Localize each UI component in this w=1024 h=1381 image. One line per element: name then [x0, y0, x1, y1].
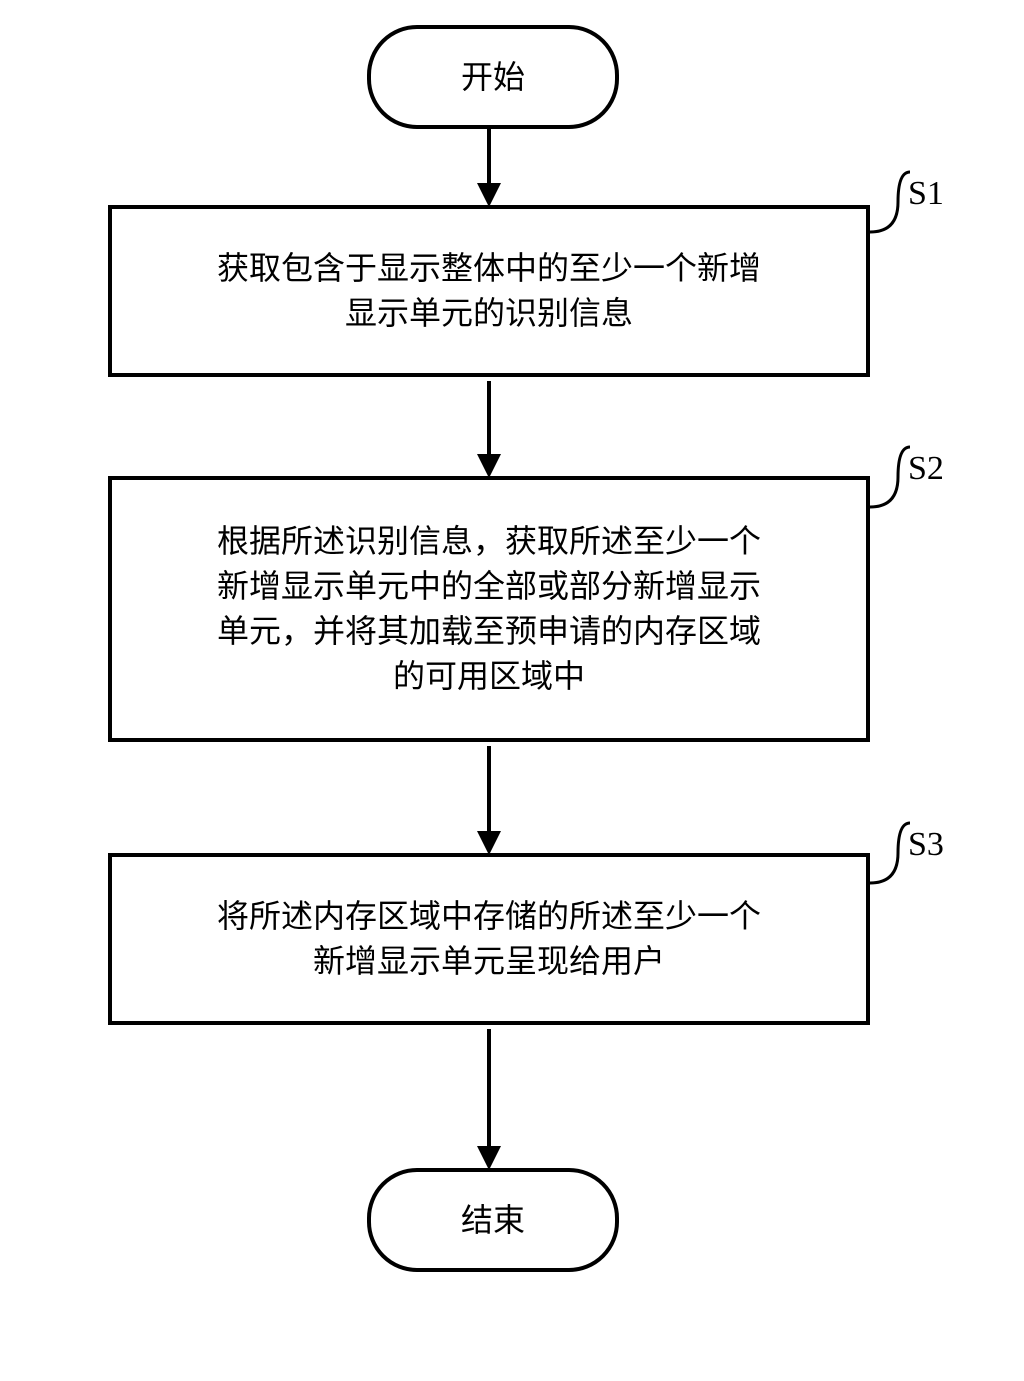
start-node: 开始 [367, 25, 619, 129]
process-s1-text: 获取包含于显示整体中的至少一个新增 显示单元的识别信息 [217, 246, 761, 336]
process-s2: 根据所述识别信息，获取所述至少一个 新增显示单元中的全部或部分新增显示 单元，并… [108, 476, 870, 742]
end-node: 结束 [367, 1168, 619, 1272]
start-label: 开始 [461, 55, 525, 100]
step-label-s1: S1 [908, 175, 944, 213]
step-label-s3: S3 [908, 826, 944, 864]
process-s3: 将所述内存区域中存储的所述至少一个 新增显示单元呈现给用户 [108, 853, 870, 1025]
flowchart-canvas: 开始 获取包含于显示整体中的至少一个新增 显示单元的识别信息 根据所述识别信息，… [0, 0, 1024, 1381]
process-s3-text: 将所述内存区域中存储的所述至少一个 新增显示单元呈现给用户 [217, 894, 761, 984]
end-label: 结束 [461, 1198, 525, 1243]
step-label-s2: S2 [908, 450, 944, 488]
process-s2-text: 根据所述识别信息，获取所述至少一个 新增显示单元中的全部或部分新增显示 单元，并… [217, 519, 761, 698]
process-s1: 获取包含于显示整体中的至少一个新增 显示单元的识别信息 [108, 205, 870, 377]
